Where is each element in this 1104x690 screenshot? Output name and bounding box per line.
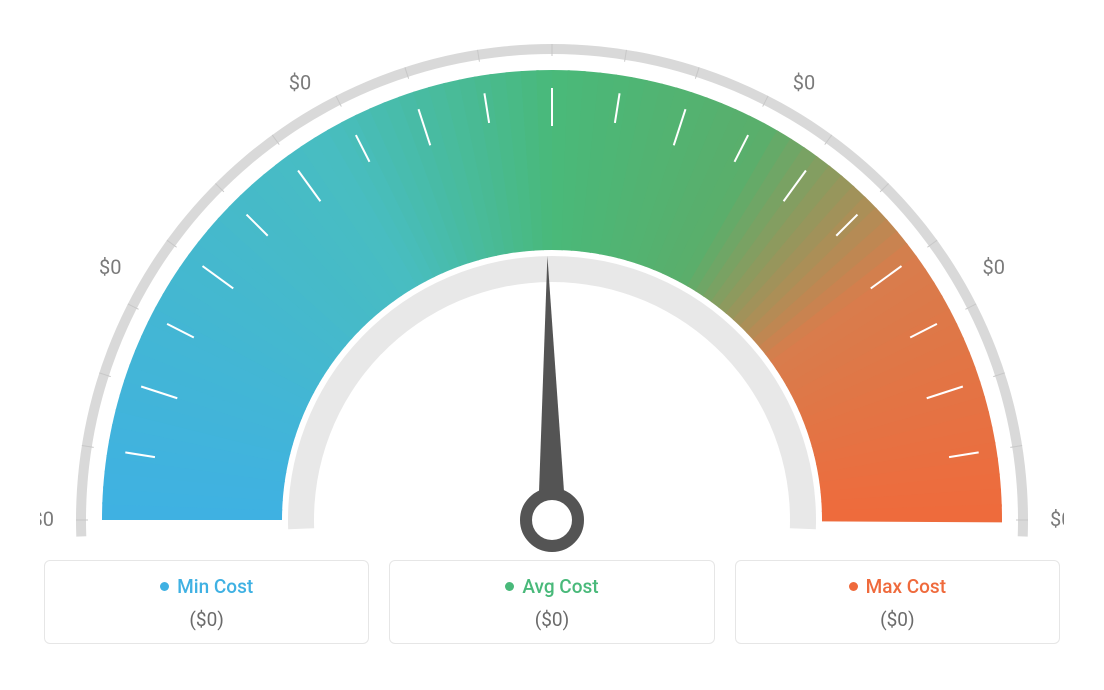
- legend-card-min: Min Cost ($0): [44, 560, 369, 644]
- legend-value-min: ($0): [55, 608, 358, 631]
- gauge-tick-label: $0: [982, 255, 1004, 279]
- legend-dot-max: [849, 582, 858, 591]
- legend-value-avg: ($0): [400, 608, 703, 631]
- legend-row: Min Cost ($0) Avg Cost ($0) Max Cost ($0…: [40, 560, 1064, 644]
- gauge-area: $0 $0 $0 $0 $0 $0 $0: [40, 20, 1064, 560]
- legend-card-max: Max Cost ($0): [735, 560, 1060, 644]
- gauge-tick-label: $0: [1050, 507, 1064, 531]
- legend-card-avg: Avg Cost ($0): [389, 560, 714, 644]
- gauge-tick-label: $0: [289, 71, 311, 95]
- gauge-cost-chart: $0 $0 $0 $0 $0 $0 $0 Min Cost ($0) Avg Cost ($…: [0, 0, 1104, 690]
- legend-title-max: Max Cost: [849, 575, 946, 598]
- gauge-needle: [538, 256, 566, 520]
- legend-label-min: Min Cost: [177, 575, 253, 598]
- legend-title-min: Min Cost: [160, 575, 253, 598]
- gauge-hub: [526, 494, 578, 546]
- legend-label-max: Max Cost: [866, 575, 946, 598]
- legend-value-max: ($0): [746, 608, 1049, 631]
- legend-label-avg: Avg Cost: [522, 575, 598, 598]
- legend-dot-avg: [505, 582, 514, 591]
- gauge-tick-label: $0: [40, 507, 54, 531]
- gauge-tick-label: $0: [99, 255, 121, 279]
- gauge-tick-label: $0: [541, 20, 563, 23]
- legend-title-avg: Avg Cost: [505, 575, 598, 598]
- gauge-svg: $0 $0 $0 $0 $0 $0 $0: [40, 20, 1064, 560]
- gauge-tick-label: $0: [793, 71, 815, 95]
- legend-dot-min: [160, 582, 169, 591]
